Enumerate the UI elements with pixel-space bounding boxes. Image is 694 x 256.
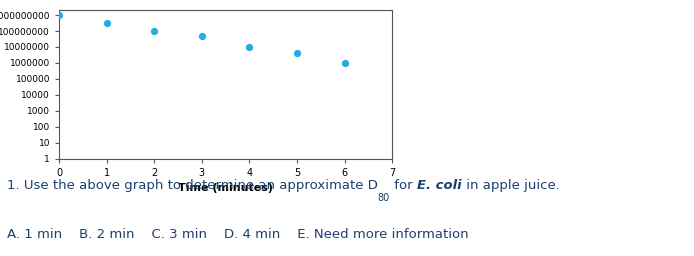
- Text: in apple juice.: in apple juice.: [462, 179, 559, 193]
- X-axis label: Time (minutes): Time (minutes): [178, 183, 273, 193]
- Point: [149, 29, 160, 33]
- Text: 80: 80: [378, 193, 390, 203]
- Point: [244, 45, 255, 49]
- Text: E. coli: E. coli: [417, 179, 462, 193]
- Text: A. 1 min    B. 2 min    C. 3 min    D. 4 min    E. Need more information: A. 1 min B. 2 min C. 3 min D. 4 min E. N…: [7, 228, 468, 241]
- Point: [291, 51, 303, 55]
- Point: [101, 21, 112, 25]
- Point: [339, 61, 350, 65]
- Point: [196, 34, 208, 38]
- Text: 1. Use the above graph to determine an approximate D: 1. Use the above graph to determine an a…: [7, 179, 378, 193]
- Text: for: for: [390, 179, 417, 193]
- Point: [53, 13, 65, 17]
